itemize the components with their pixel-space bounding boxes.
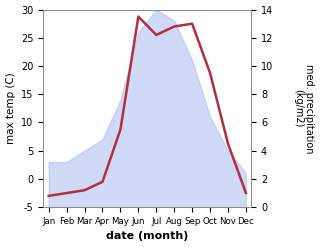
X-axis label: date (month): date (month): [106, 231, 188, 242]
Y-axis label: max temp (C): max temp (C): [5, 72, 16, 144]
Y-axis label: med. precipitation
(kg/m2): med. precipitation (kg/m2): [293, 64, 315, 153]
